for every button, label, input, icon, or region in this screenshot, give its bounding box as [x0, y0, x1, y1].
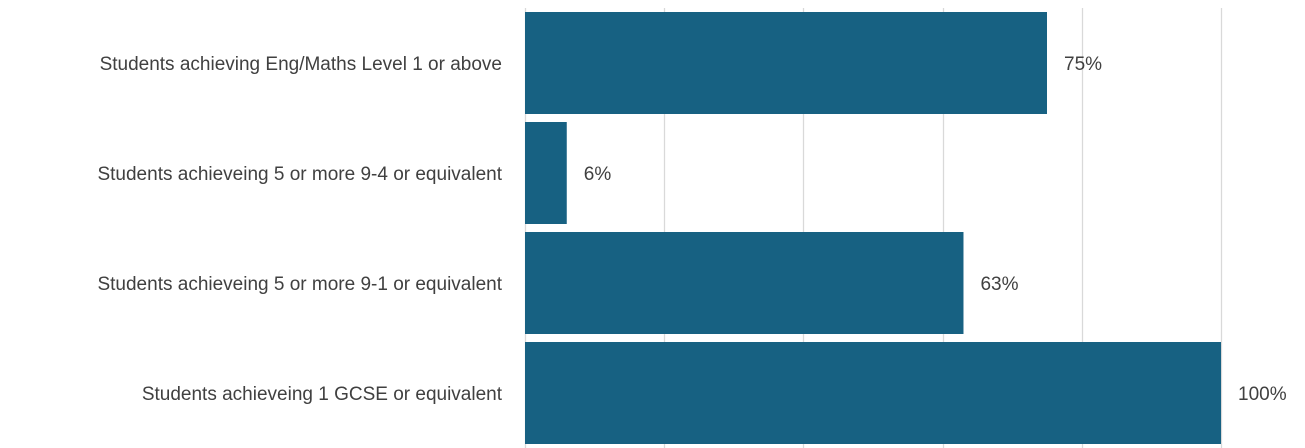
data-label: 100% [1238, 384, 1287, 405]
data-labels: 75% 6% 63% 100% [584, 54, 1287, 405]
category-labels: Students achieving Eng/Maths Level 1 or … [97, 54, 502, 405]
bar [525, 232, 964, 334]
bars [525, 12, 1221, 444]
category-label: Students achieveing 5 or more 9-1 or equ… [97, 274, 502, 295]
bar [525, 122, 567, 224]
data-label: 75% [1064, 54, 1102, 75]
bar [525, 12, 1047, 114]
bar [525, 342, 1221, 444]
category-label: Students achieveing 1 GCSE or equivalent [142, 384, 503, 405]
data-label: 63% [980, 274, 1018, 295]
data-label: 6% [584, 164, 612, 185]
category-label: Students achieveing 5 or more 9-4 or equ… [97, 164, 502, 185]
category-label: Students achieving Eng/Maths Level 1 or … [100, 54, 502, 75]
